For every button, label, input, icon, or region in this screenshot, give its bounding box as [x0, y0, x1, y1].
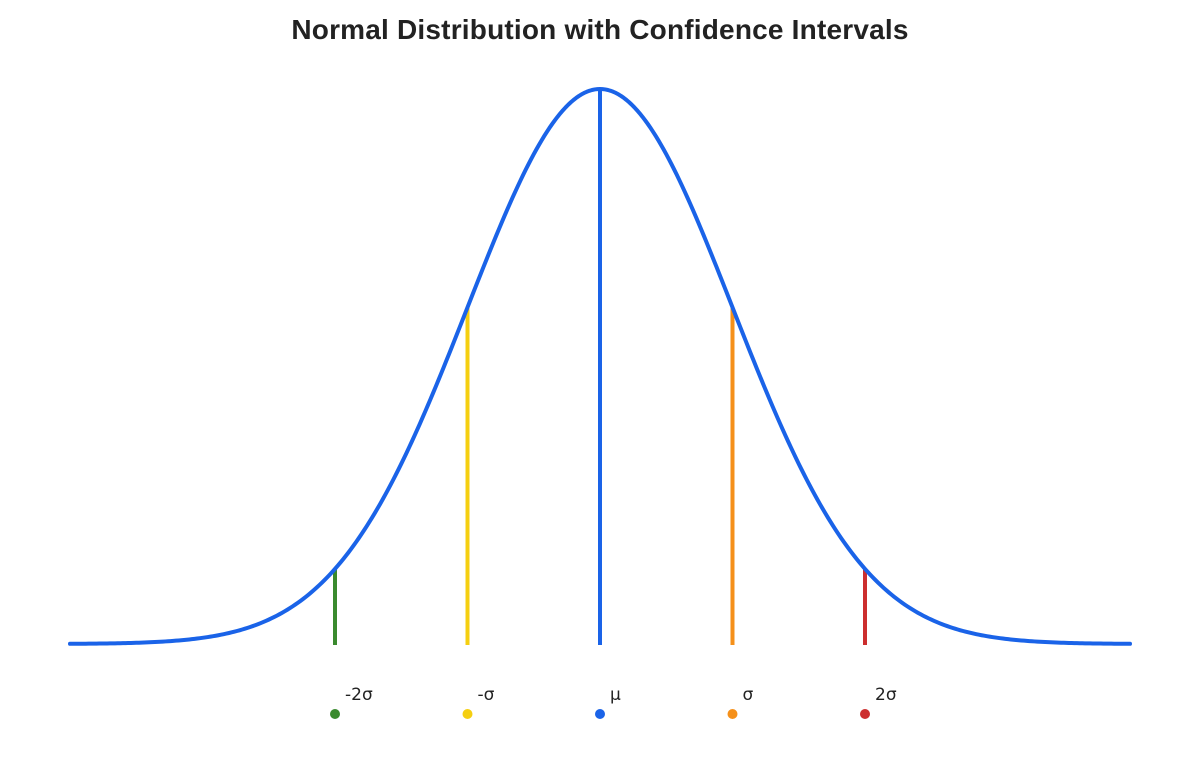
marker-labels-layer: -2σ -σ μ σ 2σ	[330, 685, 897, 719]
marker-lines-layer	[333, 89, 867, 645]
marker-dot	[595, 709, 605, 719]
marker-label: μ	[610, 685, 621, 705]
marker-dot	[727, 709, 738, 719]
chart-title: Normal Distribution with Confidence Inte…	[291, 14, 909, 45]
marker-label: -2σ	[345, 685, 373, 705]
normal-curve-line	[68, 87, 1132, 646]
marker-dot	[330, 709, 340, 719]
marker-label: -σ	[478, 685, 495, 705]
marker-dot	[462, 709, 473, 719]
marker-label: σ	[743, 685, 754, 705]
marker-dot	[860, 709, 870, 719]
marker-label: 2σ	[875, 685, 897, 705]
